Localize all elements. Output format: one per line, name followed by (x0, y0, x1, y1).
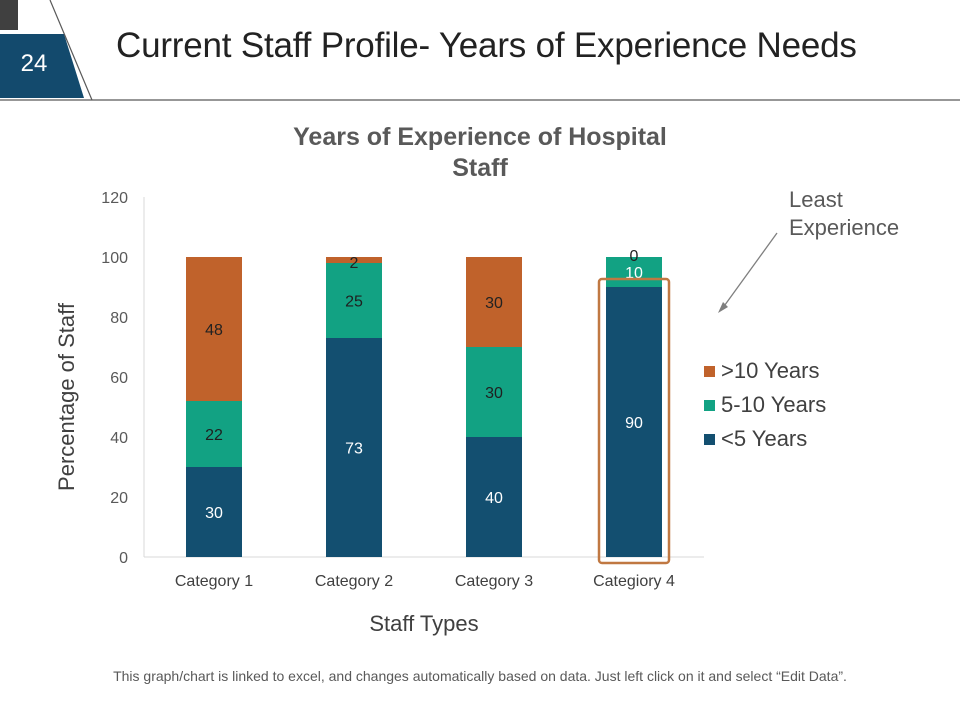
y-tick-label: 80 (110, 310, 128, 327)
bar-segment (466, 257, 522, 347)
slide-number-badge (0, 34, 84, 98)
bar-segment (466, 437, 522, 557)
y-tick-label: 60 (110, 370, 128, 387)
header-diagonal-line (49, 0, 93, 101)
data-label: 25 (345, 294, 363, 311)
data-label: 22 (205, 427, 223, 444)
slide-number: 24 (20, 50, 48, 77)
x-tick-label: Category 1 (175, 573, 253, 590)
legend-swatch (704, 399, 715, 411)
data-label: 0 (630, 248, 639, 265)
bar-segment (186, 467, 242, 557)
data-label: 30 (485, 295, 503, 312)
y-tick-label: 0 (119, 550, 128, 567)
legend-item-under-5: <5 Years (704, 422, 826, 456)
legend-item-over-10: >10 Years (704, 354, 826, 388)
data-label: 30 (205, 505, 223, 522)
legend-item-5-10: 5-10 Years (704, 388, 826, 422)
bar-segment (186, 257, 242, 401)
x-tick-label: Categiory 4 (593, 573, 675, 590)
corner-tab (0, 0, 18, 30)
x-tick-label: Category 2 (315, 573, 393, 590)
y-tick-label: 100 (101, 250, 128, 267)
slide-header-graphic (0, 0, 960, 101)
legend-swatch (704, 433, 715, 445)
y-tick-label: 120 (101, 190, 128, 207)
data-label: 40 (485, 490, 503, 507)
bar-segment (326, 338, 382, 557)
y-axis-title: Percentage of Staff (54, 302, 79, 491)
footnote: This graph/chart is linked to excel, and… (113, 668, 847, 684)
chart-legend: >10 Years 5-10 Years <5 Years (704, 354, 826, 456)
bar-segment (326, 257, 382, 263)
data-label: 48 (205, 322, 223, 339)
bar-segment (466, 347, 522, 437)
bar-segment (326, 263, 382, 338)
annotation-arrow-head (718, 302, 728, 313)
legend-label: >10 Years (721, 358, 820, 383)
data-label: 73 (345, 441, 363, 458)
y-tick-label: 20 (110, 490, 128, 507)
y-tick-label: 40 (110, 430, 128, 447)
legend-label: <5 Years (721, 426, 808, 451)
data-label: 2 (350, 255, 359, 272)
bar-segment (186, 401, 242, 467)
x-axis-title: Staff Types (369, 611, 478, 636)
chart-title: Years of Experience of Hospital Staff (293, 123, 667, 182)
annotation-arrow-line (721, 232, 778, 310)
x-tick-label: Category 3 (455, 573, 533, 590)
slide-title: Current Staff Profile- Years of Experien… (116, 26, 857, 65)
legend-swatch (704, 365, 715, 377)
legend-label: 5-10 Years (721, 392, 827, 417)
data-label: 30 (485, 385, 503, 402)
least-experience-annotation: Least Experience (789, 187, 900, 240)
bar-segment (606, 257, 662, 287)
highlight-box (597, 277, 671, 565)
data-label: 90 (625, 415, 643, 432)
bar-segment (606, 287, 662, 557)
